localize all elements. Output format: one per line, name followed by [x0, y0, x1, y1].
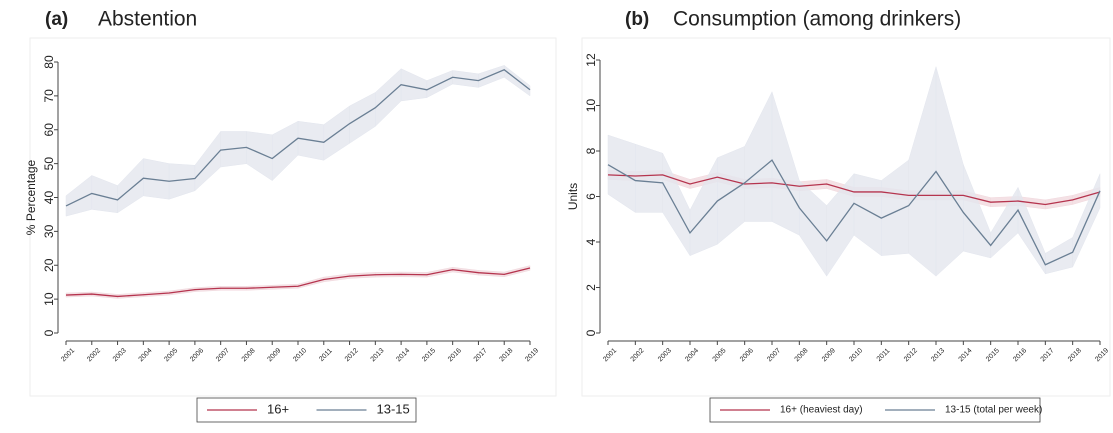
confidence-band — [478, 65, 505, 88]
x-tick-label: 2015 — [421, 347, 437, 363]
y-tick-label: 6 — [584, 193, 598, 200]
legend-label: 16+ (heaviest day) — [780, 405, 863, 416]
confidence-band — [246, 131, 273, 182]
x-tick-label: 2019 — [524, 347, 540, 363]
confidence-band — [908, 66, 937, 277]
y-tick-label: 10 — [42, 292, 56, 306]
confidence-band — [349, 92, 376, 144]
y-tick-label: 4 — [584, 238, 598, 245]
confidence-band — [1045, 237, 1073, 275]
x-tick-label: 2002 — [86, 347, 102, 363]
x-tick-label: 2018 — [1067, 347, 1083, 363]
panel-title: Consumption (among drinkers) — [673, 8, 961, 31]
series-line — [607, 174, 1101, 206]
x-tick-label: 2006 — [739, 347, 755, 363]
x-tick-label: 2019 — [1094, 347, 1110, 363]
series-line — [607, 159, 1101, 266]
x-tick-label: 2007 — [215, 347, 231, 363]
y-tick-label: 12 — [584, 53, 598, 67]
x-tick-label: 2005 — [712, 347, 728, 363]
x-tick-label: 2010 — [848, 347, 864, 363]
x-tick-label: 2007 — [766, 347, 782, 363]
confidence-band — [194, 130, 221, 192]
y-axis-label: Units — [566, 183, 580, 210]
x-tick-label: 2013 — [930, 347, 946, 363]
panel-label: (a) — [45, 9, 68, 30]
x-tick-label: 2014 — [395, 347, 411, 363]
legend-label: 13-15 (total per week) — [945, 405, 1042, 416]
x-tick-label: 2005 — [163, 347, 179, 363]
x-tick-label: 2008 — [241, 347, 257, 363]
panel-frame — [29, 37, 557, 397]
confidence-band — [662, 153, 691, 257]
y-tick-label: 50 — [42, 157, 56, 171]
x-tick-label: 2012 — [903, 347, 919, 363]
x-tick-label: 2014 — [958, 347, 974, 363]
x-tick-label: 2017 — [473, 347, 489, 363]
x-tick-label: 2011 — [318, 347, 334, 363]
series-line — [65, 69, 531, 207]
x-tick-label: 2018 — [498, 347, 514, 363]
confidence-band — [935, 66, 964, 277]
confidence-band — [635, 143, 663, 213]
y-tick-label: 30 — [42, 224, 56, 238]
x-tick-label: 2017 — [1040, 347, 1056, 363]
x-tick-label: 2012 — [344, 347, 360, 363]
confidence-band — [271, 120, 299, 182]
confidence-band — [799, 180, 827, 277]
panel-frame — [581, 37, 1111, 397]
confidence-band — [744, 91, 773, 222]
panel-title: Abstention — [98, 8, 197, 31]
y-tick-label: 60 — [42, 123, 56, 137]
x-tick-label: 2013 — [370, 347, 386, 363]
x-tick-label: 2003 — [657, 347, 673, 363]
confidence-band — [963, 164, 991, 259]
x-tick-label: 2015 — [985, 347, 1001, 363]
x-tick-label: 2003 — [112, 347, 128, 363]
x-tick-label: 2016 — [1012, 347, 1028, 363]
x-tick-label: 2004 — [684, 347, 700, 363]
x-tick-label: 2009 — [821, 347, 837, 363]
confidence-band — [717, 146, 745, 245]
y-tick-label: 8 — [584, 147, 598, 154]
y-tick-label: 0 — [584, 329, 598, 336]
y-tick-label: 20 — [42, 258, 56, 272]
x-tick-label: 2006 — [189, 347, 205, 363]
y-tick-label: 70 — [42, 89, 56, 103]
x-tick-label: 2010 — [292, 347, 308, 363]
legend-label: 13-15 — [377, 401, 410, 416]
legend-label: 16+ — [267, 401, 289, 416]
series-line — [65, 267, 531, 298]
y-tick-label: 0 — [42, 329, 56, 336]
x-tick-label: 2004 — [138, 347, 154, 363]
x-tick-label: 2001 — [602, 347, 618, 363]
x-tick-label: 2009 — [266, 347, 282, 363]
y-tick-label: 80 — [42, 55, 56, 69]
confidence-band — [503, 64, 531, 97]
x-tick-label: 2008 — [794, 347, 810, 363]
x-tick-label: 2016 — [447, 347, 463, 363]
y-tick-label: 10 — [584, 99, 598, 113]
x-tick-label: 2002 — [630, 347, 646, 363]
y-tick-label: 40 — [42, 191, 56, 205]
confidence-band — [375, 68, 402, 127]
confidence-band — [853, 173, 882, 257]
confidence-band — [117, 157, 144, 214]
confidence-band — [771, 91, 800, 236]
y-axis-label: % Percentage — [24, 159, 38, 235]
legend-box — [196, 397, 417, 423]
y-tick-label: 2 — [584, 284, 598, 291]
x-tick-label: 2001 — [60, 347, 76, 363]
confidence-band — [607, 134, 636, 213]
x-tick-label: 2011 — [876, 347, 892, 363]
panel-label: (b) — [625, 9, 649, 30]
